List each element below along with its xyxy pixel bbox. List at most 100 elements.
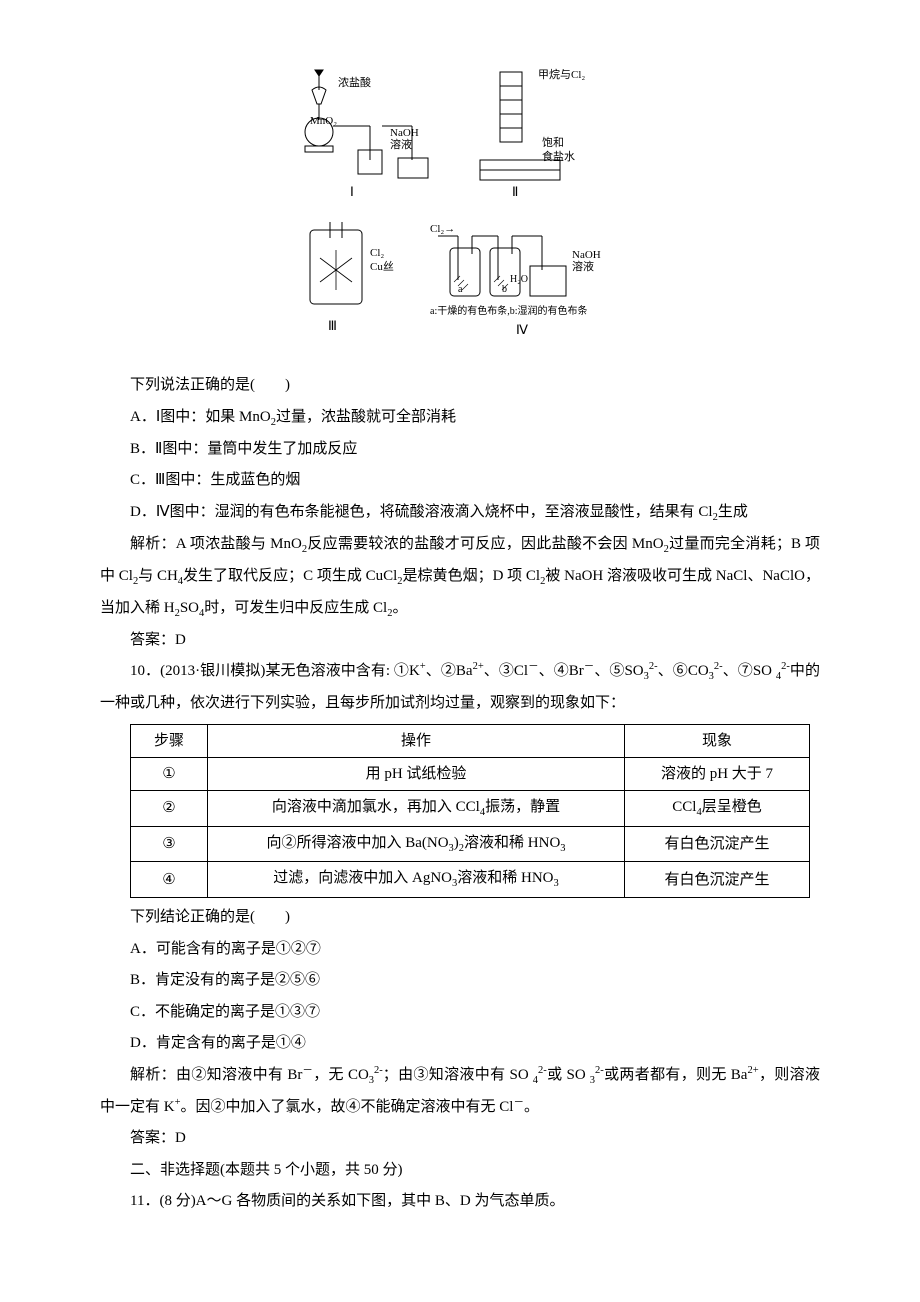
s: 3 bbox=[590, 1075, 595, 1086]
cell-res: 溶液的 pH 大于 7 bbox=[625, 757, 810, 790]
t: 或 SO bbox=[547, 1067, 590, 1083]
sp: 2- bbox=[649, 661, 658, 672]
sp: － bbox=[302, 1065, 313, 1076]
sp: 2- bbox=[538, 1065, 547, 1076]
q9-opt-b: B．Ⅱ图中：量筒中发生了加成反应 bbox=[100, 434, 820, 466]
q9-opt-a: A．Ⅰ图中：如果 MnO2过量，浓盐酸就可全部消耗 bbox=[100, 402, 820, 434]
sp: 2- bbox=[714, 661, 723, 672]
svg-text:NaOH: NaOH bbox=[572, 249, 601, 261]
table-row: ④ 过滤，向滤液中加入 AgNO3溶液和稀 HNO3 有白色沉淀产生 bbox=[131, 862, 810, 898]
svg-text:Cl₂: Cl₂ bbox=[370, 247, 384, 259]
cell-op: 用 pH 试纸检验 bbox=[208, 757, 625, 790]
svg-text:甲烷与Cl₂: 甲烷与Cl₂ bbox=[538, 67, 585, 81]
t: 过滤，向滤液中加入 AgNO bbox=[273, 870, 452, 886]
col-res: 现象 bbox=[625, 724, 810, 757]
q9-stem: 下列说法正确的是( ) bbox=[100, 370, 820, 402]
t: 、②Ba bbox=[426, 663, 473, 679]
q10-answer: 答案：D bbox=[100, 1123, 820, 1155]
cell-step: ① bbox=[131, 757, 208, 790]
t: 向②所得溶液中加入 Ba(NO bbox=[266, 835, 448, 851]
table-row: ① 用 pH 试纸检验 溶液的 pH 大于 7 bbox=[131, 757, 810, 790]
sp: 2+ bbox=[473, 661, 484, 672]
s: 3 bbox=[560, 843, 565, 854]
svg-text:溶液: 溶液 bbox=[572, 259, 594, 273]
t: CCl bbox=[672, 799, 696, 815]
q9-opt-c: C．Ⅲ图中：生成蓝色的烟 bbox=[100, 465, 820, 497]
q9-explain: 解析：A 项浓盐酸与 MnO2反应需要较浓的盐酸才可反应，因此盐酸不会因 MnO… bbox=[100, 529, 820, 625]
t: 解析：A 项浓盐酸与 MnO bbox=[130, 536, 302, 552]
svg-text:Ⅱ: Ⅱ bbox=[512, 184, 518, 199]
t: 溶液和稀 HNO bbox=[464, 835, 560, 851]
t: 或两者都有，则无 Ba bbox=[604, 1067, 748, 1083]
cell-step: ④ bbox=[131, 862, 208, 898]
col-op: 操作 bbox=[208, 724, 625, 757]
t: 、⑦SO bbox=[723, 663, 776, 679]
cell-step: ③ bbox=[131, 826, 208, 862]
q10-explain: 解析：由②知溶液中有 Br－，无 CO32-；由③知溶液中有 SO 42-或 S… bbox=[100, 1060, 820, 1124]
cell-res: 有白色沉淀产生 bbox=[625, 862, 810, 898]
t: 向溶液中滴加氯水，再加入 CCl bbox=[272, 799, 480, 815]
cell-op: 过滤，向滤液中加入 AgNO3溶液和稀 HNO3 bbox=[208, 862, 625, 898]
q10-table: 步骤 操作 现象 ① 用 pH 试纸检验 溶液的 pH 大于 7 ② 向溶液中滴… bbox=[130, 724, 810, 898]
t: ，无 CO bbox=[313, 1067, 369, 1083]
cell-op: 向②所得溶液中加入 Ba(NO3)2溶液和稀 HNO3 bbox=[208, 826, 625, 862]
section2-heading: 二、非选择题(本题共 5 个小题，共 50 分) bbox=[100, 1155, 820, 1187]
sp: － bbox=[528, 661, 539, 672]
s: 4 bbox=[533, 1075, 538, 1086]
q10-after: 下列结论正确的是( ) bbox=[100, 902, 820, 934]
q10-opt-b: B．肯定没有的离子是②⑤⑥ bbox=[100, 965, 820, 997]
q10-opt-a: A．可能含有的离子是①②⑦ bbox=[100, 934, 820, 966]
sp: － bbox=[513, 1097, 524, 1108]
lab-diagrams: 浓盐酸 MnO₂ NaOH 溶液 Ⅰ 甲烷与Cl₂ 饱和 食盐水 Ⅱ bbox=[280, 60, 640, 360]
q10-opt-d: D．肯定含有的离子是①④ bbox=[100, 1028, 820, 1060]
q9-answer: 答案：D bbox=[100, 625, 820, 657]
cell-step: ② bbox=[131, 790, 208, 826]
text: 过量，浓盐酸就可全部消耗 bbox=[276, 409, 456, 425]
col-step: 步骤 bbox=[131, 724, 208, 757]
s: 3 bbox=[709, 671, 714, 682]
t: 、④Br bbox=[539, 663, 584, 679]
svg-text:Ⅲ: Ⅲ bbox=[328, 318, 337, 333]
sp: 2+ bbox=[747, 1065, 758, 1076]
sp: 2- bbox=[781, 661, 790, 672]
t: 。 bbox=[392, 600, 407, 616]
svg-text:Ⅳ: Ⅳ bbox=[516, 322, 528, 337]
sp: － bbox=[584, 661, 595, 672]
page: 浓盐酸 MnO₂ NaOH 溶液 Ⅰ 甲烷与Cl₂ 饱和 食盐水 Ⅱ bbox=[0, 0, 920, 1302]
t: 与 CH bbox=[138, 568, 178, 584]
s: 4 bbox=[776, 671, 781, 682]
s: 3 bbox=[644, 671, 649, 682]
svg-text:溶液: 溶液 bbox=[390, 137, 412, 151]
svg-text:NaOH: NaOH bbox=[390, 127, 419, 139]
t: 溶液和稀 HNO bbox=[457, 870, 553, 886]
t: 时，可发生归中反应生成 Cl bbox=[204, 600, 387, 616]
t: 。 bbox=[524, 1099, 539, 1115]
q9-opt-d: D．Ⅳ图中：湿润的有色布条能褪色，将硫酸溶液滴入烧杯中，至溶液显酸性，结果有 C… bbox=[100, 497, 820, 529]
svg-text:H₂O: H₂O bbox=[510, 274, 528, 285]
figure-block: 浓盐酸 MnO₂ NaOH 溶液 Ⅰ 甲烷与Cl₂ 饱和 食盐水 Ⅱ bbox=[100, 60, 820, 360]
table-header-row: 步骤 操作 现象 bbox=[131, 724, 810, 757]
sp: 2- bbox=[595, 1065, 604, 1076]
svg-text:食盐水: 食盐水 bbox=[542, 149, 575, 163]
t: 发生了取代反应；C 项生成 CuCl bbox=[183, 568, 397, 584]
t: 振荡，静置 bbox=[485, 799, 560, 815]
t: ；由③知溶液中有 SO bbox=[383, 1067, 533, 1083]
cell-res: 有白色沉淀产生 bbox=[625, 826, 810, 862]
t: 反应需要较浓的盐酸才可反应，因此盐酸不会因 MnO bbox=[307, 536, 664, 552]
t: 。因②中加入了氯水，故④不能确定溶液中有无 Cl bbox=[181, 1099, 514, 1115]
svg-text:浓盐酸: 浓盐酸 bbox=[338, 75, 371, 89]
q10-opt-c: C．不能确定的离子是①③⑦ bbox=[100, 997, 820, 1029]
svg-text:Ⅰ: Ⅰ bbox=[350, 184, 354, 199]
svg-text:Cl₂→: Cl₂→ bbox=[430, 223, 455, 235]
sp: 2- bbox=[374, 1065, 383, 1076]
t: 层呈橙色 bbox=[702, 799, 762, 815]
q10-stem: 10．(2013·银川模拟)某无色溶液中含有: ①K+、②Ba2+、③Cl－、④… bbox=[100, 656, 820, 720]
t: 、⑥CO bbox=[658, 663, 709, 679]
table-row: ③ 向②所得溶液中加入 Ba(NO3)2溶液和稀 HNO3 有白色沉淀产生 bbox=[131, 826, 810, 862]
t: 、③Cl bbox=[484, 663, 528, 679]
svg-text:Cu丝: Cu丝 bbox=[370, 260, 394, 273]
table-row: ② 向溶液中滴加氯水，再加入 CCl4振荡，静置 CCl4层呈橙色 bbox=[131, 790, 810, 826]
svg-text:a: a bbox=[458, 284, 463, 295]
q11-stem: 11．(8 分)A～G 各物质间的关系如下图，其中 B、D 为气态单质。 bbox=[100, 1186, 820, 1218]
s: 3 bbox=[369, 1075, 374, 1086]
